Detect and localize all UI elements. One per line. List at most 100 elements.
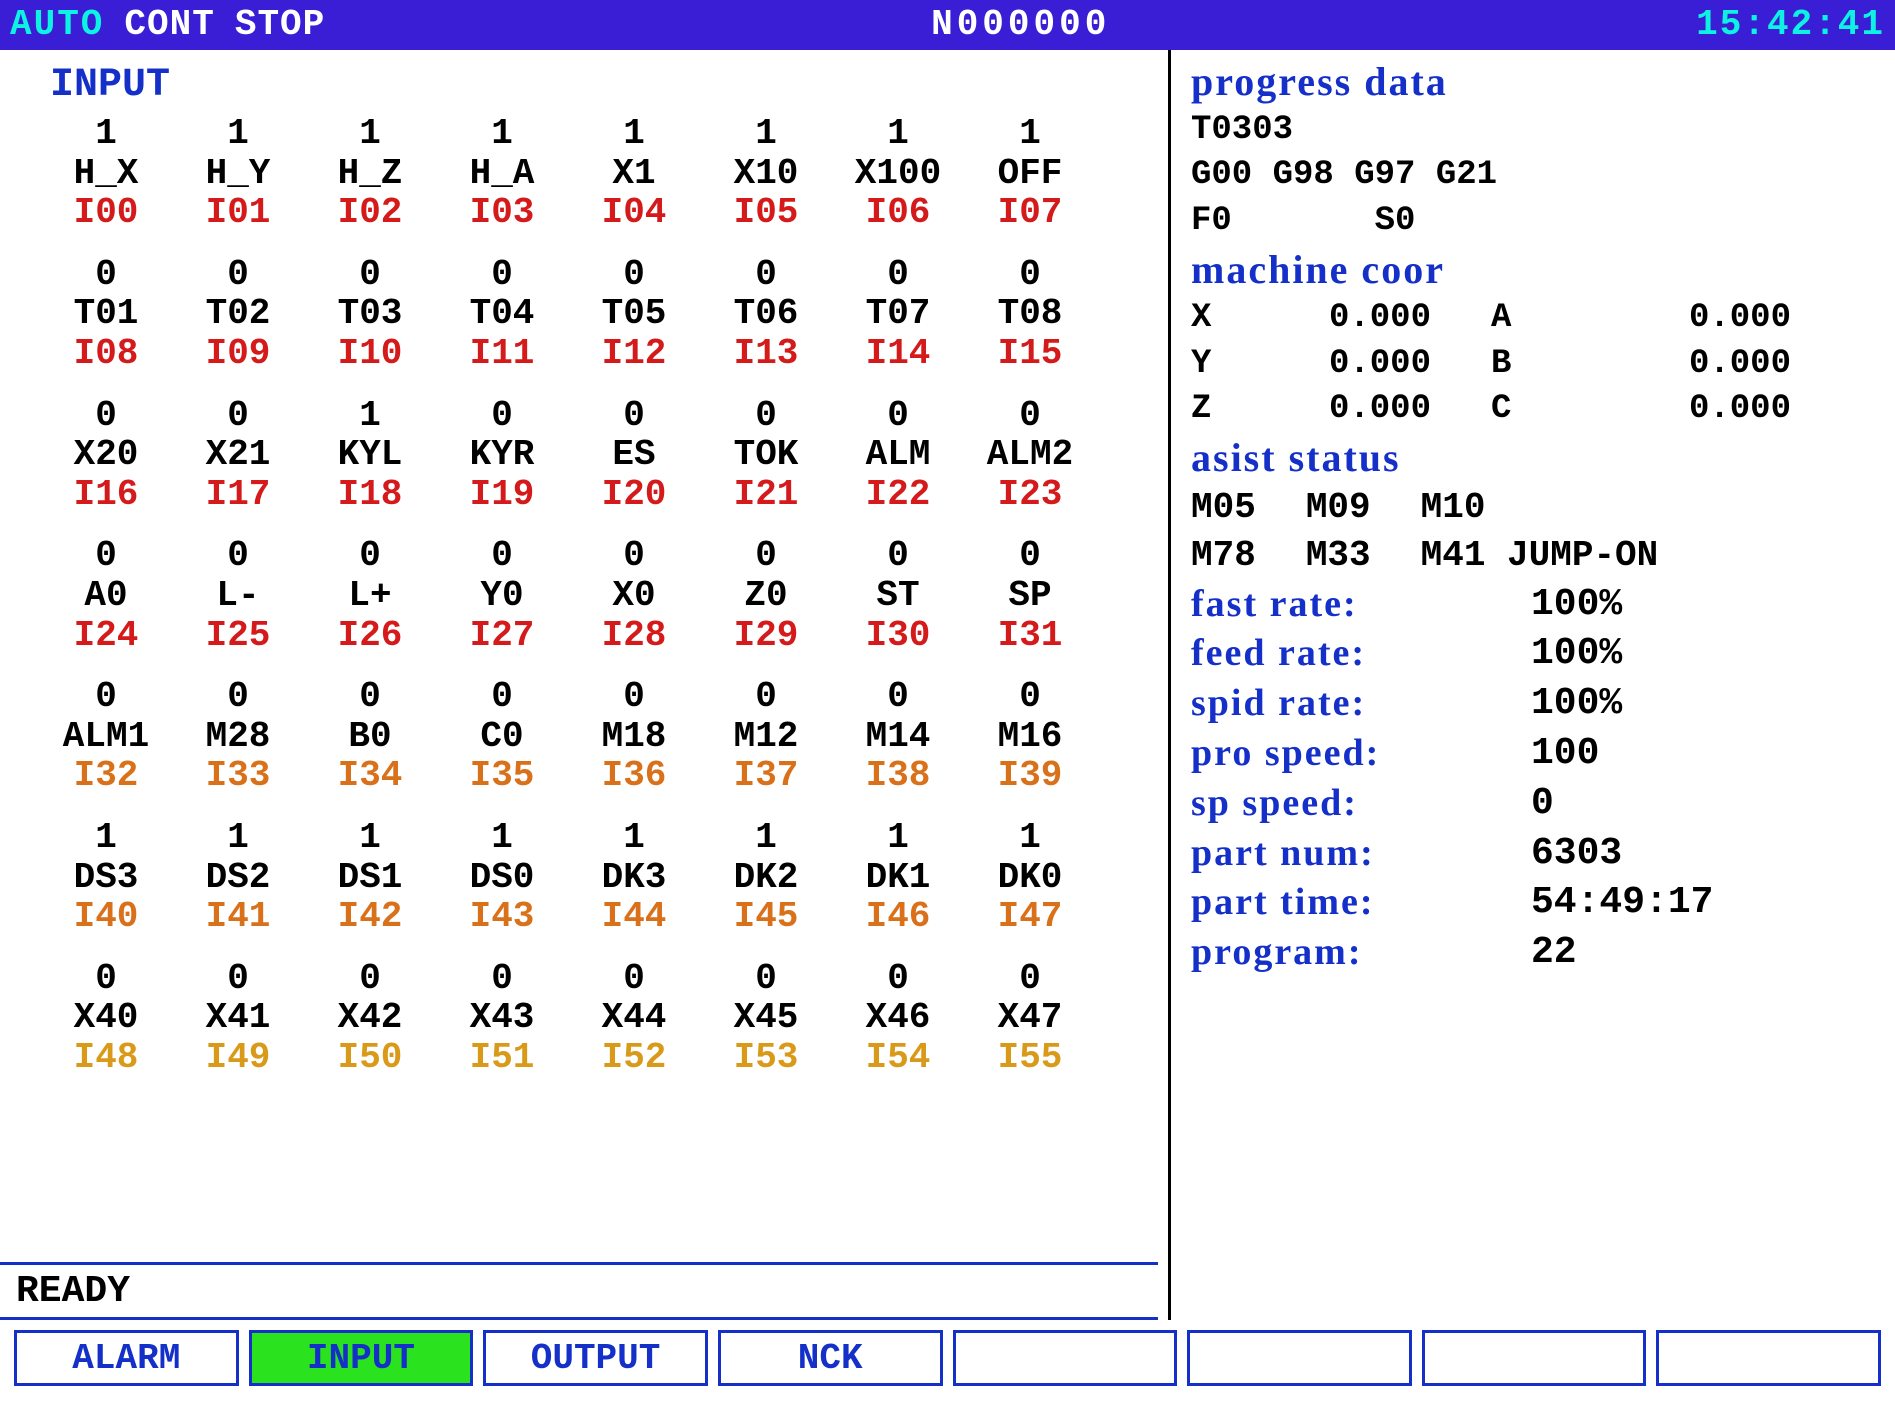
io-cell: 1H_YI01	[172, 114, 304, 233]
io-cell: 0ALMI22	[832, 396, 964, 515]
io-address: I52	[568, 1038, 700, 1078]
softkey-empty	[1422, 1330, 1647, 1386]
io-cell: 0X43I51	[436, 959, 568, 1078]
io-signal: ES	[568, 435, 700, 475]
io-cell: 1OFFI07	[964, 114, 1096, 233]
io-cell: 0M12I37	[700, 677, 832, 796]
io-cell: 0TOKI21	[700, 396, 832, 515]
softkey-input[interactable]: INPUT	[249, 1330, 474, 1386]
io-value: 0	[40, 396, 172, 436]
io-signal: DS2	[172, 858, 304, 898]
io-value: 1	[700, 818, 832, 858]
io-signal: T08	[964, 294, 1096, 334]
status-value: 6303	[1531, 833, 1622, 875]
status-row: part time:54:49:17	[1191, 882, 1875, 924]
io-signal: M18	[568, 717, 700, 757]
tool-number: T0303	[1191, 112, 1875, 149]
io-address: I11	[436, 334, 568, 374]
status-label: sp speed:	[1191, 783, 1531, 825]
io-signal: KYR	[436, 435, 568, 475]
io-signal: M16	[964, 717, 1096, 757]
io-address: I24	[40, 616, 172, 656]
io-address: I39	[964, 756, 1096, 796]
io-signal: H_X	[40, 154, 172, 194]
io-address: I02	[304, 193, 436, 233]
asist-mcodes-row2: M78M33M41 JUMP-ON	[1191, 536, 1875, 576]
axis-value: 0.000	[1561, 300, 1791, 337]
io-value: 0	[304, 959, 436, 999]
io-signal: Z0	[700, 576, 832, 616]
io-address: I41	[172, 897, 304, 937]
io-signal: T07	[832, 294, 964, 334]
io-value: 1	[964, 114, 1096, 154]
io-signal: X21	[172, 435, 304, 475]
io-address: I06	[832, 193, 964, 233]
io-cell: 0M28I33	[172, 677, 304, 796]
io-address: I23	[964, 475, 1096, 515]
status-label: pro speed:	[1191, 733, 1531, 775]
io-address: I44	[568, 897, 700, 937]
axis-value: 0.000	[1561, 391, 1791, 428]
io-cell: 1DK1I46	[832, 818, 964, 937]
io-cell: 0T05I12	[568, 255, 700, 374]
status-label: feed rate:	[1191, 633, 1531, 675]
io-cell: 1H_ZI02	[304, 114, 436, 233]
io-value: 1	[40, 114, 172, 154]
io-signal: X10	[700, 154, 832, 194]
io-cell: 0X47I55	[964, 959, 1096, 1078]
io-value: 0	[172, 396, 304, 436]
status-label: program:	[1191, 932, 1531, 974]
axis-value: 0.000	[1261, 391, 1491, 428]
io-signal: T01	[40, 294, 172, 334]
io-value: 1	[568, 114, 700, 154]
io-address: I19	[436, 475, 568, 515]
io-signal: ALM1	[40, 717, 172, 757]
io-signal: X43	[436, 998, 568, 1038]
softkey-nck[interactable]: NCK	[718, 1330, 943, 1386]
io-value: 1	[172, 114, 304, 154]
io-signal: ALM	[832, 435, 964, 475]
io-signal: DK2	[700, 858, 832, 898]
io-address: I12	[568, 334, 700, 374]
io-signal: X1	[568, 154, 700, 194]
io-address: I15	[964, 334, 1096, 374]
io-signal: X41	[172, 998, 304, 1038]
io-cell: 0X40I48	[40, 959, 172, 1078]
status-row: sp speed:0	[1191, 783, 1875, 825]
io-value: 0	[304, 255, 436, 295]
io-value: 1	[436, 818, 568, 858]
io-cell: 1DS0I43	[436, 818, 568, 937]
io-cell: 0Z0I29	[700, 536, 832, 655]
axis-label: C	[1491, 391, 1561, 428]
io-cell: 1DK0I47	[964, 818, 1096, 937]
io-value: 0	[436, 396, 568, 436]
softkey-output[interactable]: OUTPUT	[483, 1330, 708, 1386]
io-value: 0	[568, 396, 700, 436]
mcode: M41 JUMP-ON	[1421, 536, 1659, 576]
status-label: part time:	[1191, 882, 1531, 924]
io-cell: 0X0I28	[568, 536, 700, 655]
io-signal: L+	[304, 576, 436, 616]
progress-title: progress data	[1191, 60, 1875, 104]
axis-label: B	[1491, 346, 1561, 383]
io-cell: 1DS1I42	[304, 818, 436, 937]
softkey-alarm[interactable]: ALARM	[14, 1330, 239, 1386]
io-value: 0	[172, 959, 304, 999]
io-address: I20	[568, 475, 700, 515]
status-row: program:22	[1191, 932, 1875, 974]
io-value: 0	[436, 959, 568, 999]
io-address: I32	[40, 756, 172, 796]
io-address: I16	[40, 475, 172, 515]
io-cell: 1KYLI18	[304, 396, 436, 515]
io-cell: 0X44I52	[568, 959, 700, 1078]
io-signal: H_Y	[172, 154, 304, 194]
io-value: 0	[436, 536, 568, 576]
io-address: I34	[304, 756, 436, 796]
io-signal: M12	[700, 717, 832, 757]
io-value: 0	[964, 255, 1096, 295]
io-address: I35	[436, 756, 568, 796]
active-gcodes: G00 G98 G97 G21	[1191, 157, 1875, 194]
io-cell: 0T04I11	[436, 255, 568, 374]
axis-value: 0.000	[1261, 300, 1491, 337]
io-signal: TOK	[700, 435, 832, 475]
